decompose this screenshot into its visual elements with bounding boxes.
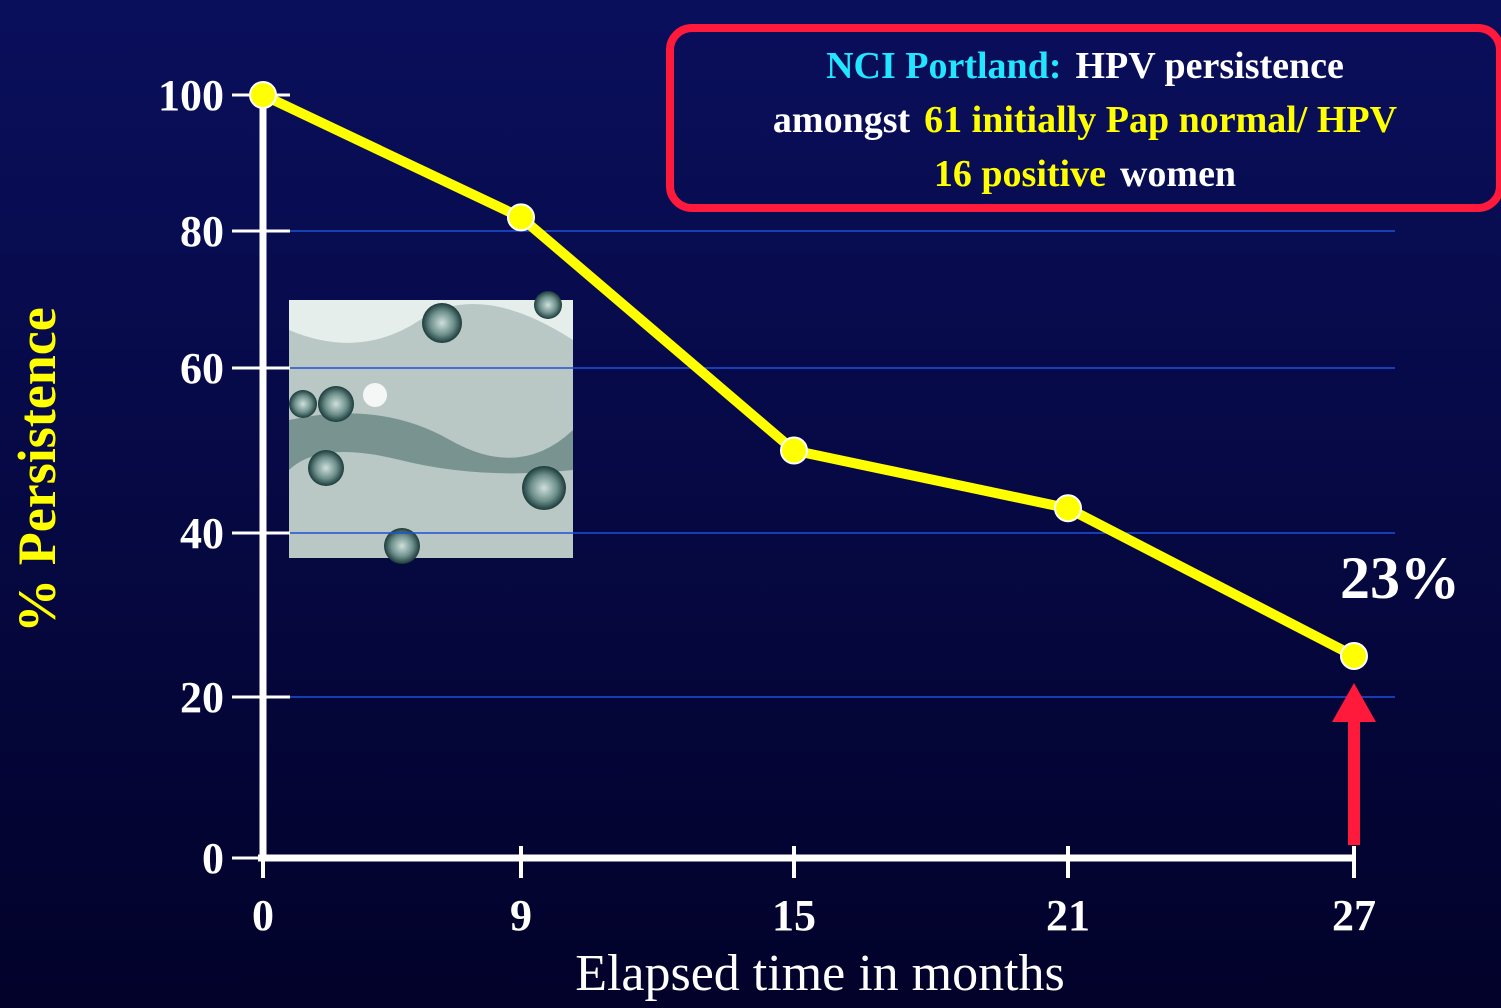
info-box-line: NCI Portland: HPV persistence xyxy=(826,45,1344,87)
data-point xyxy=(250,82,276,108)
info-box-text: 16 positive xyxy=(934,153,1106,195)
data-point xyxy=(1341,643,1367,669)
y-tick-label: 40 xyxy=(180,509,224,558)
data-point xyxy=(781,438,807,464)
data-point xyxy=(1055,495,1081,521)
info-box-line: 16 positive women xyxy=(934,153,1236,195)
y-tick-label: 60 xyxy=(180,344,224,393)
y-tick-label: 20 xyxy=(180,673,224,722)
micrograph xyxy=(289,291,573,564)
info-box-text: amongst xyxy=(773,99,911,141)
x-axis-label: Elapsed time in months xyxy=(575,945,1065,1002)
annotation: 23% xyxy=(1340,545,1460,611)
y-tick-label: 80 xyxy=(180,207,224,256)
info-box-text: women xyxy=(1120,153,1236,195)
y-tick-label: 100 xyxy=(158,71,224,120)
info-box-text: HPV persistence xyxy=(1075,45,1343,87)
slide: NCI Portland: HPV persistence amongst 61 in… xyxy=(0,0,1501,1008)
info-box-text: NCI Portland: xyxy=(826,45,1061,87)
info-box-line: amongst 61 initially Pap normal/ HPV xyxy=(773,99,1398,141)
x-tick-label: 21 xyxy=(1046,891,1090,940)
y-tick-label: 0 xyxy=(202,834,224,883)
x-tick-label: 0 xyxy=(252,891,274,940)
data-point xyxy=(508,204,534,230)
y-axis-label: % Persistence xyxy=(7,307,67,632)
x-tick-label: 27 xyxy=(1332,891,1376,940)
x-tick-label: 9 xyxy=(510,891,532,940)
info-box-text: 61 initially Pap normal/ HPV xyxy=(924,99,1397,141)
x-tick-label: 15 xyxy=(772,891,816,940)
